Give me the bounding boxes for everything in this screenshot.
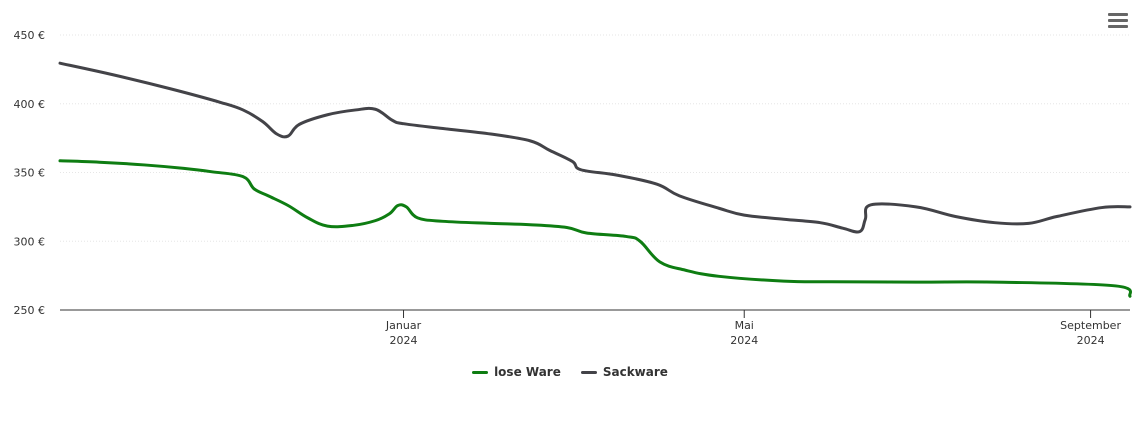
chart-menu-icon[interactable] xyxy=(1108,13,1128,31)
x-tick-year-label: 2024 xyxy=(730,334,758,347)
y-tick-label: 400 € xyxy=(14,98,46,111)
y-tick-label: 350 € xyxy=(14,167,46,180)
legend-swatch xyxy=(580,370,597,374)
x-tick-month-label: Januar xyxy=(385,319,422,332)
series-line-sackware[interactable] xyxy=(58,61,1132,234)
legend-item-lose-ware[interactable]: lose Ware xyxy=(472,365,561,379)
x-tick-year-label: 2024 xyxy=(1077,334,1105,347)
y-tick-label: 250 € xyxy=(14,304,46,317)
chart-legend: lose Ware Sackware xyxy=(0,365,1140,379)
series-line-lose-ware[interactable] xyxy=(58,159,1133,298)
legend-swatch xyxy=(472,370,489,374)
x-tick-year-label: 2024 xyxy=(390,334,418,347)
legend-item-sackware[interactable]: Sackware xyxy=(580,365,668,379)
y-tick-label: 300 € xyxy=(14,235,46,248)
legend-label: lose Ware xyxy=(494,365,561,379)
x-tick-month-label: Mai xyxy=(735,319,754,332)
x-tick-month-label: September xyxy=(1060,319,1121,332)
legend-label: Sackware xyxy=(602,365,668,379)
y-tick-label: 450 € xyxy=(14,29,46,42)
